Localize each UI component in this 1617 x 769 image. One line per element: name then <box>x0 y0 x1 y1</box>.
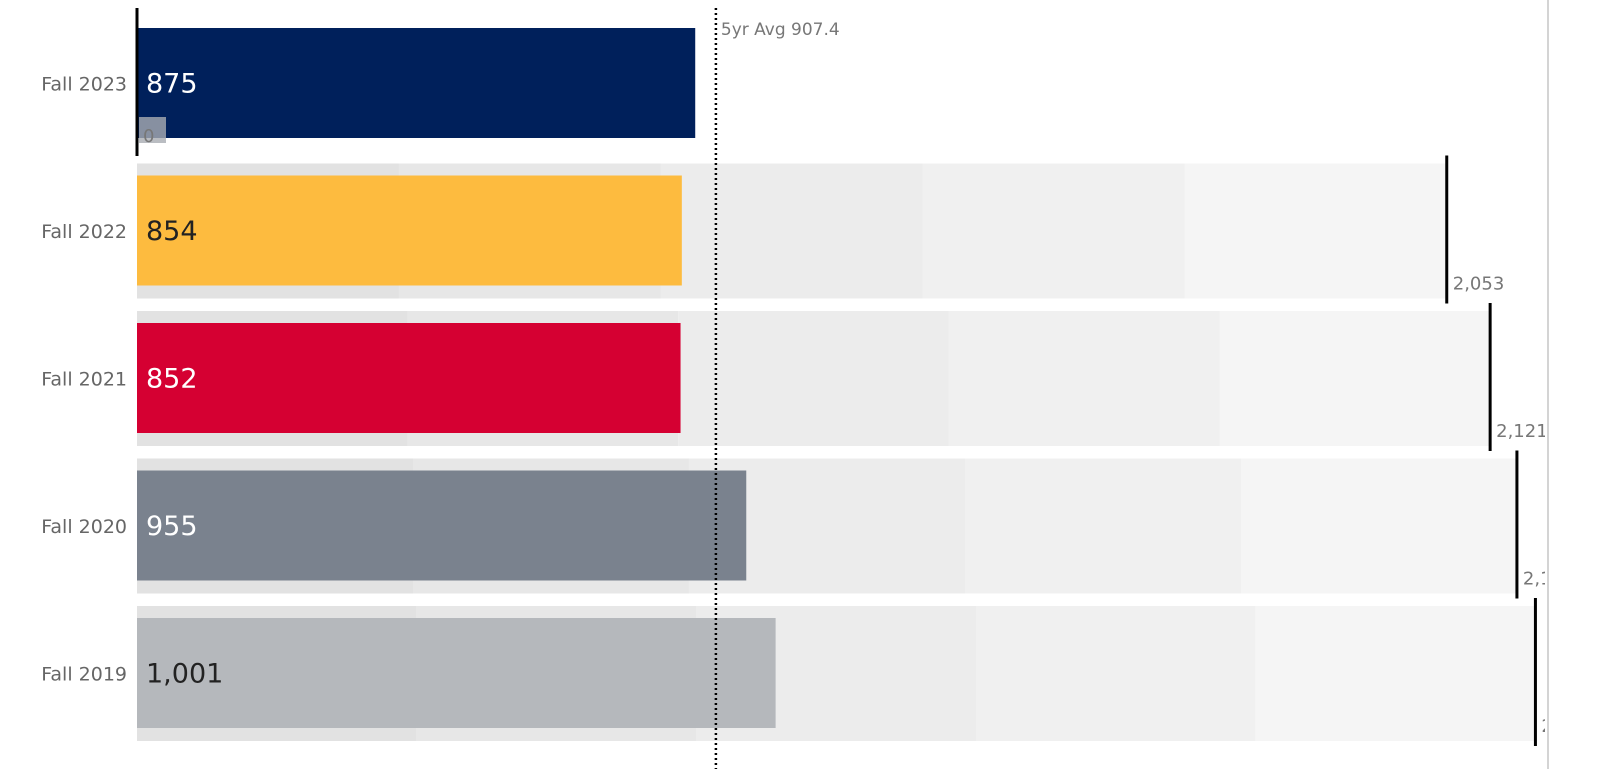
bar <box>137 618 776 728</box>
range-band <box>976 606 1256 741</box>
range-band <box>922 163 1185 299</box>
range-band <box>1219 311 1491 446</box>
category-label: Fall 2019 <box>41 664 127 686</box>
value-label: 955 <box>146 511 198 542</box>
value-label: 875 <box>146 69 198 100</box>
target-label: 2,121 <box>1496 421 1548 442</box>
average-label: 5yr Avg 907.4 <box>721 20 840 40</box>
range-band <box>660 163 923 299</box>
bar <box>137 470 747 581</box>
range-band <box>678 311 949 446</box>
category-label: Fall 2023 <box>41 74 127 96</box>
target-label-box <box>139 117 166 143</box>
range-band <box>948 311 1220 446</box>
range-band <box>964 458 1241 594</box>
target-label: 2,192 <box>1541 716 1593 737</box>
range-band <box>1184 163 1447 299</box>
range-band <box>1255 606 1536 741</box>
bar <box>137 175 682 286</box>
bar <box>137 28 696 138</box>
plot-area: 875 0 854 2,053 852 2,121 955 2,163 1,001 2,192 5y… <box>135 8 1593 769</box>
target-label: 2,163 <box>1523 569 1575 590</box>
range-band <box>1240 458 1517 594</box>
target-label: 2,053 <box>1453 274 1505 295</box>
value-label: 852 <box>146 364 198 395</box>
category-label: Fall 2020 <box>41 516 127 538</box>
value-label: 854 <box>146 216 198 247</box>
category-label: Fall 2021 <box>41 369 127 391</box>
target-label: 0 <box>143 126 154 147</box>
bar <box>137 323 681 433</box>
category-label: Fall 2022 <box>41 221 127 243</box>
value-label: 1,001 <box>146 659 223 690</box>
